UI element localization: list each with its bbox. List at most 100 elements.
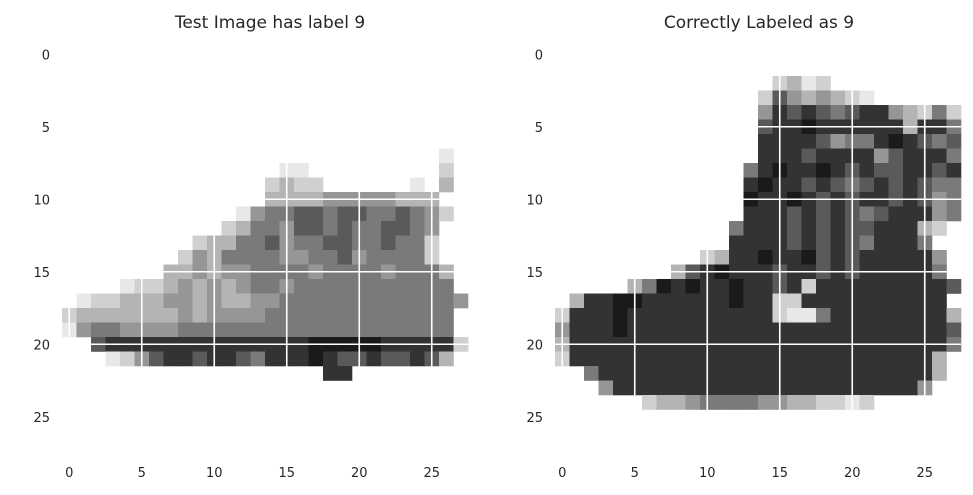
heatmap-cell [758, 308, 773, 323]
heatmap-cell [366, 221, 382, 236]
heatmap-cell [801, 105, 817, 120]
heatmap-cell [163, 322, 179, 338]
heatmap-cell [932, 105, 947, 120]
heatmap-cell [453, 293, 469, 309]
heatmap-cell [439, 148, 454, 164]
heatmap-cell [888, 279, 904, 294]
heatmap-cell [221, 221, 237, 236]
heatmap-cell [932, 148, 947, 164]
heatmap-cell [787, 308, 802, 323]
heatmap-cell [439, 163, 454, 178]
heatmap-cell [439, 177, 454, 193]
y-tick-label: 10 [526, 193, 543, 208]
heatmap-cell [787, 206, 802, 222]
heatmap-cell [729, 221, 744, 236]
heatmap-cell [323, 221, 338, 236]
heatmap-cell [816, 395, 831, 410]
heatmap-cell [903, 380, 918, 396]
heatmap-cell [366, 279, 382, 294]
heatmap-cell [903, 221, 918, 236]
heatmap-cell [903, 308, 918, 323]
heatmap-cell [888, 250, 904, 265]
heatmap-cell [250, 308, 266, 323]
heatmap-cell [888, 177, 904, 193]
heatmap-cell [250, 206, 266, 222]
right-heatmap-panel: Correctly Labeled as 9 0 5 10 15 20 25 0 5 10 15… [526, 13, 962, 481]
heatmap-cell [323, 351, 338, 367]
heatmap-cell [105, 293, 121, 309]
heatmap-cell [598, 380, 614, 396]
heatmap-cell [903, 177, 918, 193]
heatmap-cell [874, 163, 889, 178]
heatmap-cell [642, 351, 657, 367]
heatmap-cell [192, 351, 208, 367]
heatmap-cell [801, 380, 817, 396]
heatmap-cell [758, 235, 773, 251]
heatmap-cell [250, 279, 266, 294]
heatmap-cell [946, 134, 962, 149]
heatmap-cell [395, 351, 411, 367]
heatmap-cell [801, 351, 817, 367]
heatmap-cell [830, 322, 846, 338]
heatmap-cell [816, 293, 831, 309]
heatmap-cell [410, 279, 425, 294]
x-tick-label: 5 [631, 466, 639, 481]
heatmap-cell [888, 221, 904, 236]
heatmap-cell [787, 293, 802, 309]
x-tick-label: 15 [771, 466, 788, 481]
heatmap-cell [801, 250, 817, 265]
heatmap-cell [265, 177, 280, 193]
heatmap-cell [830, 366, 846, 381]
heatmap-cell [221, 293, 237, 309]
heatmap-cell [395, 250, 411, 265]
heatmap-cell [874, 177, 889, 193]
heatmap-cell [410, 221, 425, 236]
heatmap-cell [642, 395, 657, 410]
heatmap-cell [236, 221, 251, 236]
heatmap-cell [250, 235, 266, 251]
heatmap-cell [308, 206, 324, 222]
heatmap-cell [903, 250, 918, 265]
heatmap-cell [816, 163, 831, 178]
heatmap-cell [714, 308, 730, 323]
heatmap-cell [381, 308, 396, 323]
heatmap-cell [598, 293, 614, 309]
heatmap-cell [366, 351, 382, 367]
heatmap-cell [395, 308, 411, 323]
heatmap-cell [816, 177, 831, 193]
heatmap-cell [569, 351, 585, 367]
heatmap-cell [816, 250, 831, 265]
heatmap-cell [439, 206, 454, 222]
x-tick-label: 20 [351, 466, 368, 481]
heatmap-cell [337, 235, 353, 251]
heatmap-cell [178, 322, 193, 338]
heatmap-cell [801, 148, 817, 164]
heatmap-cell [729, 366, 744, 381]
heatmap-cell [830, 308, 846, 323]
heatmap-cell [221, 279, 237, 294]
heatmap-cell [830, 235, 846, 251]
heatmap-cell [743, 177, 759, 193]
heatmap-cell [613, 380, 628, 396]
y-tick-label: 0 [42, 48, 50, 63]
heatmap-cell [830, 134, 846, 149]
heatmap-cell [656, 395, 672, 410]
heatmap-cell [366, 206, 382, 222]
heatmap-cell [903, 148, 918, 164]
heatmap-cell [642, 293, 657, 309]
heatmap-cell [323, 206, 338, 222]
heatmap-cell [801, 395, 817, 410]
heatmap-cell [932, 250, 947, 265]
heatmap-cell [787, 322, 802, 338]
heatmap-cell [76, 293, 92, 309]
heatmap-cell [236, 250, 251, 265]
heatmap-cell [859, 322, 875, 338]
heatmap-cell [946, 177, 962, 193]
heatmap-cell [743, 221, 759, 236]
heatmap-cell [120, 293, 135, 309]
heatmap-cell [91, 308, 106, 323]
heatmap-cell [816, 235, 831, 251]
y-tick-label: 10 [33, 193, 50, 208]
heatmap-cell [381, 250, 396, 265]
heatmap-cell [294, 221, 309, 236]
